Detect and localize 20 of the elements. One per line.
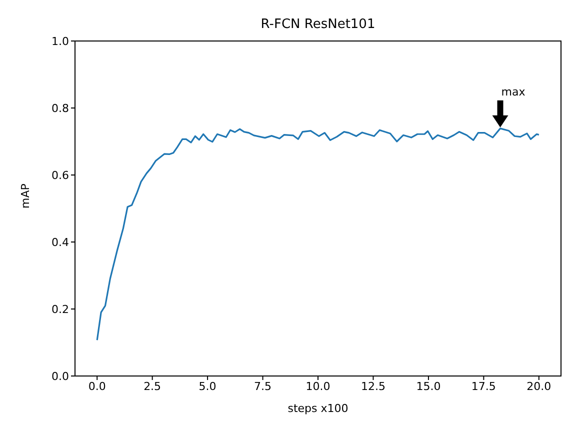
x-tick-label: 12.5 [360,380,386,393]
chart-title: R-FCN ResNet101 [260,17,376,32]
y-tick-label: 1.0 [52,34,69,48]
x-tick-label: 2.5 [144,380,162,393]
line-series [96,128,540,341]
y-tick-label: 0.8 [52,102,69,115]
x-tick-label: 20.0 [526,380,552,393]
x-tick-label: 17.5 [471,380,496,393]
y-tick-label: 0.6 [52,168,69,182]
x-tick-label: 0.0 [88,380,106,393]
x-tick-label: 7.5 [254,380,272,393]
y-tick-label: 0.4 [52,236,69,249]
annotation: max [501,85,526,98]
y-tick-label: 0.2 [52,302,69,316]
y-tick-label: 0.0 [52,370,69,383]
y-axis-title: mAP [18,183,32,208]
x-axis-title: steps x100 [288,402,348,415]
x-tick-label: 5.0 [198,380,216,393]
x-tick-label: 10.0 [306,380,330,393]
x-tick-label: 15.0 [416,380,441,393]
